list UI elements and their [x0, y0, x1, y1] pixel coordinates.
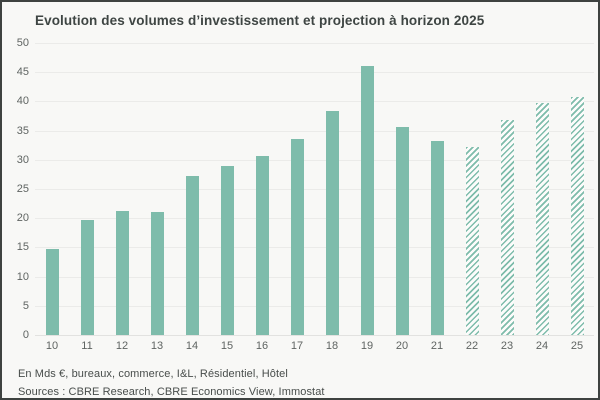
y-axis-tick-label: 25: [16, 183, 29, 195]
bar: [45, 248, 59, 335]
chart-footer: En Mds €, bureaux, commerce, I&L, Réside…: [18, 366, 325, 398]
bar: [80, 219, 94, 335]
y-axis-tick-label: 35: [16, 124, 29, 137]
gridline: [35, 159, 594, 161]
footnote-units: En Mds €, bureaux, commerce, I&L, Réside…: [18, 368, 288, 380]
bar: [325, 111, 339, 335]
bar: [255, 156, 269, 335]
bar: [115, 210, 129, 335]
gridline: [35, 130, 594, 132]
y-axis-tick-label: 40: [16, 95, 29, 108]
bar: [185, 175, 199, 335]
y-axis-tick-label: 0: [22, 329, 29, 341]
x-axis-tick-label: 14: [185, 340, 199, 352]
gridline: [35, 247, 594, 249]
bar: [290, 138, 304, 335]
bar: [430, 140, 444, 335]
projection-bar: [465, 146, 479, 335]
x-axis-tick-label: 23: [500, 340, 514, 352]
gridline: [35, 72, 594, 74]
gridline: [35, 189, 594, 190]
x-axis-tick-label: 16: [255, 340, 269, 352]
gridline: [35, 276, 594, 278]
y-axis-tick-label: 10: [16, 270, 29, 283]
gridline: [35, 101, 594, 103]
y-axis-tick-label: 30: [16, 153, 29, 166]
footnote-sources: Sources : CBRE Research, CBRE Economics …: [18, 385, 325, 398]
x-axis-tick-label: 25: [570, 340, 584, 352]
x-axis-tick-label: 13: [150, 340, 164, 352]
plot-area: 0 5 10 15 20 25 30 35 40 45 50 10 11 12 13 14 15 16 17 18 19…: [2, 2, 598, 362]
bar: [360, 66, 374, 335]
y-axis-tick-label: 15: [16, 241, 29, 254]
y-axis-tick-label: 20: [16, 212, 29, 225]
x-axis-tick-label: 10: [45, 340, 59, 352]
gridline: [35, 335, 594, 336]
bar: [150, 212, 164, 335]
chart-title: Evolution des volumes d’investissement e…: [35, 13, 485, 28]
x-axis-tick-label: 11: [81, 340, 93, 352]
projection-bar: [500, 119, 514, 335]
x-axis-tick-label: 21: [430, 340, 444, 352]
x-axis-tick-label: 12: [115, 340, 129, 352]
bar: [395, 126, 409, 335]
gridline: [35, 218, 594, 220]
x-axis-tick-label: 15: [220, 340, 234, 352]
x-axis-tick-label: 22: [465, 340, 479, 352]
x-axis-tick-label: 19: [360, 340, 374, 352]
x-axis-tick-label: 17: [290, 340, 304, 352]
y-axis-tick-label: 5: [22, 299, 29, 312]
x-axis-tick-label: 24: [535, 340, 549, 352]
y-axis-tick-label: 50: [16, 37, 29, 49]
gridline: [35, 43, 594, 44]
projection-bar: [570, 96, 584, 335]
bar: [220, 165, 234, 335]
projection-bar: [535, 103, 549, 335]
x-axis-tick-label: 20: [395, 340, 409, 352]
y-axis-tick-label: 45: [16, 66, 29, 79]
x-axis-tick-label: 18: [325, 340, 339, 352]
gridline: [35, 305, 594, 307]
